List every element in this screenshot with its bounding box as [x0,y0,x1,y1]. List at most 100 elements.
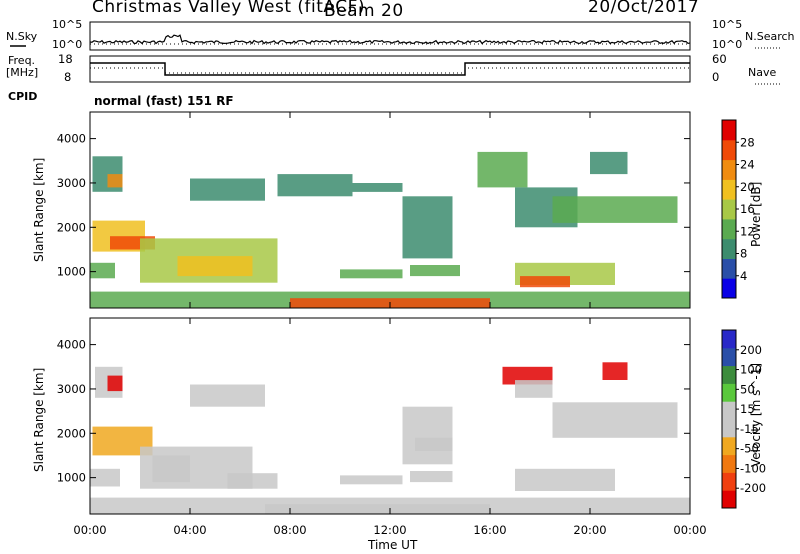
velocity-region-2 [90,468,120,487]
velocity-colorbar-tick-5: 50 [740,382,755,396]
power-colorbar-tick-0: 4 [740,269,747,283]
nsky-strip-frame [89,21,691,51]
velocity-colorbar-tick-2: -50 [740,442,759,456]
cpid-value: normal (fast) 151 RF [94,94,234,108]
power-colorbar-swatch-7 [722,139,736,161]
nsky-line [89,34,691,45]
velocity-colorbar-swatch-6 [722,383,736,402]
velocity-region-14 [552,402,678,438]
velocity-region-5 [152,455,190,483]
nsky-label: N.Sky [6,30,38,43]
power-colorbar-tick-1: 8 [740,247,747,261]
velocity-colorbar-swatch-9 [722,330,736,349]
nsearch-label: N.Search [745,30,795,43]
velocity-ytick-1: 2000 [57,426,86,440]
power-colorbar-swatch-8 [722,120,736,141]
velocity-colorbar-swatch-2 [722,454,736,473]
velocity-colorbar-swatch-7 [722,365,736,384]
velocity-colorbar-swatch-3 [722,436,736,456]
freq-tick-top: 18 [58,52,73,66]
chart-title: Christmas Valley West (fitACF) [92,0,366,17]
power-colorbar-swatch-6 [722,159,736,180]
freq-tick-bottom: 8 [64,70,72,84]
velocity-region-15 [515,468,615,491]
velocity-region-18 [265,504,490,514]
velocity-colorbar-swatch-1 [722,472,736,491]
velocity-region-8 [402,406,453,465]
power-region-12 [340,269,403,279]
power-region-13 [477,151,528,188]
xtick-label-5: 20:00 [573,523,606,537]
velocity-colorbar-frame [721,329,737,509]
velocity-region-13 [515,380,553,398]
velocity-ytick-0: 1000 [57,471,86,485]
velocity-colorbar-tick-0: -200 [740,481,766,495]
xtick-label-2: 08:00 [273,523,306,537]
power-region-18 [590,151,628,175]
freq-unit-label: [MHz] [6,66,39,79]
velocity-ytick-3: 4000 [57,338,86,352]
velocity-colorbar-swatch-8 [722,347,736,367]
freq-strip-frame [89,55,691,83]
x-axis-label: Time UT [368,538,418,552]
nsearch-tick-top: 10^5 [712,18,743,31]
date-label: 20/Oct/2017 [588,0,700,17]
nsky-tick-bottom: 10^0 [52,38,83,51]
power-region-2 [90,262,115,279]
xtick-label-0: 00:00 [73,523,106,537]
power-colorbar-swatch-1 [722,258,736,279]
velocity-region-6 [227,473,278,489]
velocity-region-16 [602,362,628,380]
power-ytick-1: 2000 [57,220,86,234]
velocity-colorbar-tick-7: 200 [740,343,762,357]
power-colorbar-tick-2: 12 [740,224,755,238]
freq-line [90,62,690,76]
power-ytick-0: 1000 [57,265,86,279]
power-ytick-2: 3000 [57,176,86,190]
velocity-colorbar-tick-1: -100 [740,461,766,475]
power-region-8 [277,174,353,197]
nsearch-tick-bottom: 10^0 [712,38,743,51]
power-colorbar-swatch-4 [722,199,736,220]
cpid-label: CPID [8,90,38,103]
power-region-10 [402,196,453,259]
power-colorbar-tick-4: 20 [740,180,755,194]
velocity-region-7 [190,384,265,407]
velocity-colorbar-tick-6: 100 [740,363,762,377]
velocity-colorbar-swatch-4 [722,419,736,438]
power-ytick-3: 4000 [57,132,86,146]
nave-tick-top: 60 [712,52,727,66]
xtick-label-1: 04:00 [173,523,206,537]
xtick-label-3: 12:00 [373,523,406,537]
velocity-ytick-2: 3000 [57,382,86,396]
velocity-colorbar-swatch-0 [722,490,736,509]
power-colorbar-tick-3: 16 [740,202,755,216]
xtick-label-6: 00:00 [673,523,706,537]
velocity-region-11 [340,475,403,485]
velocity-region-9 [415,437,453,451]
power-colorbar-swatch-0 [722,278,736,299]
nave-tick-bottom: 0 [712,70,720,84]
velocity-colorbar-tick-3: -15 [740,422,759,436]
velocity-colorbar-swatch-5 [722,401,736,420]
power-colorbar-tick-5: 24 [740,158,755,172]
velocity-region-10 [410,471,453,483]
velocity-region-12 [502,366,553,385]
nsky-tick-top: 10^5 [52,18,83,31]
velocity-colorbar-tick-4: 15 [740,402,755,416]
power-region-7 [190,178,265,201]
power-colorbar-swatch-5 [722,179,736,200]
freq-label: Freq. [8,54,36,67]
beam-label: Beam 20 [324,1,404,21]
power-colorbar-swatch-3 [722,218,736,240]
power-region-1 [107,174,123,188]
nave-label: Nave [748,66,777,79]
power-colorbar-swatch-2 [722,238,736,259]
power-region-15 [552,196,678,223]
power-region-9 [352,183,403,192]
power-region-17 [520,276,570,288]
power-region-6 [177,256,253,277]
xtick-label-4: 16:00 [473,523,506,537]
power-region-11 [410,265,460,277]
